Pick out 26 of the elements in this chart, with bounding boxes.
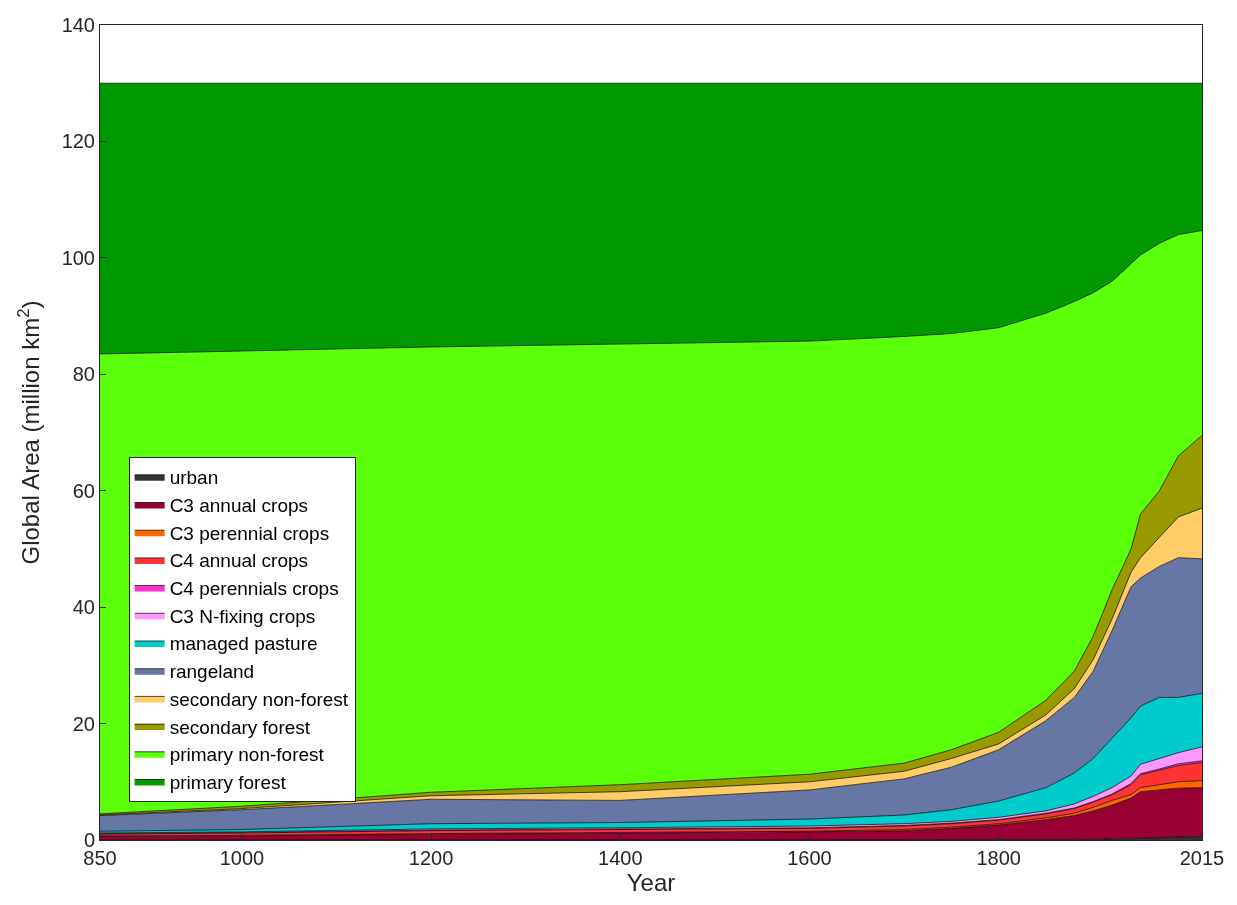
legend-label: secondary forest xyxy=(169,716,311,738)
y-tick-label: 120 xyxy=(61,130,95,153)
legend-label: primary non-forest xyxy=(169,744,325,766)
legend-label: C4 annual crops xyxy=(169,550,309,572)
legend-label: C3 perennial crops xyxy=(169,522,330,544)
x-tick-label: 1600 xyxy=(787,847,832,869)
y-tick-label: 60 xyxy=(72,479,95,502)
x-tick-label: 1000 xyxy=(219,847,265,869)
y-tick-label: 100 xyxy=(61,246,95,269)
x-tick-label: 1800 xyxy=(976,847,1021,869)
y-tick-label: 20 xyxy=(72,712,95,735)
x-axis-title: Year xyxy=(626,869,676,896)
x-tick-label: 1200 xyxy=(408,847,454,869)
x-tick-label: 2015 xyxy=(1179,847,1225,869)
x-tick-label: 1400 xyxy=(598,847,643,869)
legend-label: urban xyxy=(169,467,219,489)
y-tick-label: 140 xyxy=(61,14,95,36)
y-tick-label: 80 xyxy=(72,363,95,386)
legend-label: C3 annual crops xyxy=(169,494,309,516)
y-tick-label: 40 xyxy=(72,596,95,619)
legend-label: C3 N-fixing crops xyxy=(169,605,316,627)
legend-label: C4 perennials crops xyxy=(169,578,339,600)
legend-label: managed pasture xyxy=(169,633,318,655)
legend-label: primary forest xyxy=(169,771,287,793)
legend-label: secondary non-forest xyxy=(169,688,349,710)
legend-label: rangeland xyxy=(169,661,255,683)
